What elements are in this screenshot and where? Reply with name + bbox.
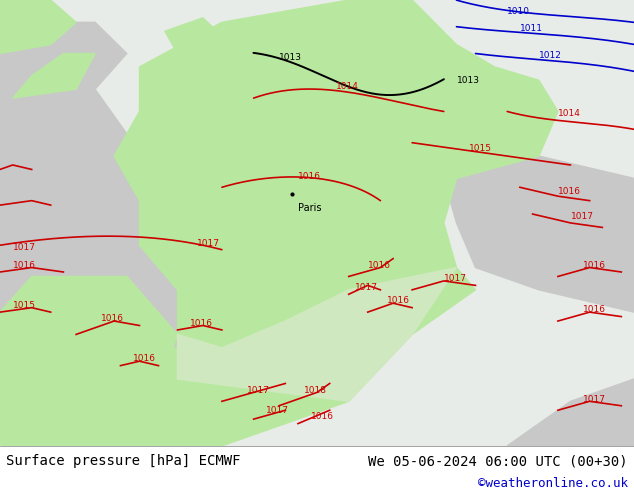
Text: 1017: 1017 [583,394,606,404]
Polygon shape [13,53,95,98]
Text: ©weatheronline.co.uk: ©weatheronline.co.uk [477,477,628,490]
Text: 1011: 1011 [520,24,543,33]
Polygon shape [444,156,634,312]
Text: 1016: 1016 [190,319,213,328]
Text: 1017: 1017 [247,386,270,394]
Text: 1014: 1014 [558,109,581,118]
Polygon shape [0,22,127,89]
Text: 1017: 1017 [444,274,467,283]
Text: 1015: 1015 [13,301,36,310]
Polygon shape [0,348,285,446]
Text: 1017: 1017 [197,239,219,247]
Text: We 05-06-2024 06:00 UTC (00+30): We 05-06-2024 06:00 UTC (00+30) [368,454,628,468]
Text: Paris: Paris [298,203,321,213]
Text: 1016: 1016 [558,187,581,196]
Text: 1017: 1017 [571,212,593,221]
Polygon shape [507,379,634,446]
Text: 1016: 1016 [133,354,156,364]
Polygon shape [178,268,456,401]
Text: 1016: 1016 [583,305,606,315]
Text: 1016: 1016 [387,296,410,305]
Polygon shape [0,276,178,392]
Text: 1016: 1016 [368,261,391,270]
Text: 1016: 1016 [101,314,124,323]
Text: 1016: 1016 [13,261,36,270]
Text: Surface pressure [hPa] ECMWF: Surface pressure [hPa] ECMWF [6,454,241,468]
Polygon shape [0,89,178,379]
Text: 1017: 1017 [13,243,36,252]
Text: 1016: 1016 [298,172,321,181]
Text: 1010: 1010 [507,7,530,16]
Text: 1017: 1017 [266,406,289,415]
Text: 1017: 1017 [355,283,378,292]
Text: 1012: 1012 [539,51,562,60]
Polygon shape [114,0,558,423]
Text: 1016: 1016 [583,261,606,270]
Polygon shape [0,0,76,53]
Text: 1018: 1018 [304,386,327,394]
Text: 1014: 1014 [336,82,359,92]
Text: 1015: 1015 [469,144,492,152]
Text: 1013: 1013 [456,76,479,85]
Polygon shape [165,18,222,53]
Text: 1013: 1013 [279,53,302,62]
Text: 1016: 1016 [311,413,333,421]
